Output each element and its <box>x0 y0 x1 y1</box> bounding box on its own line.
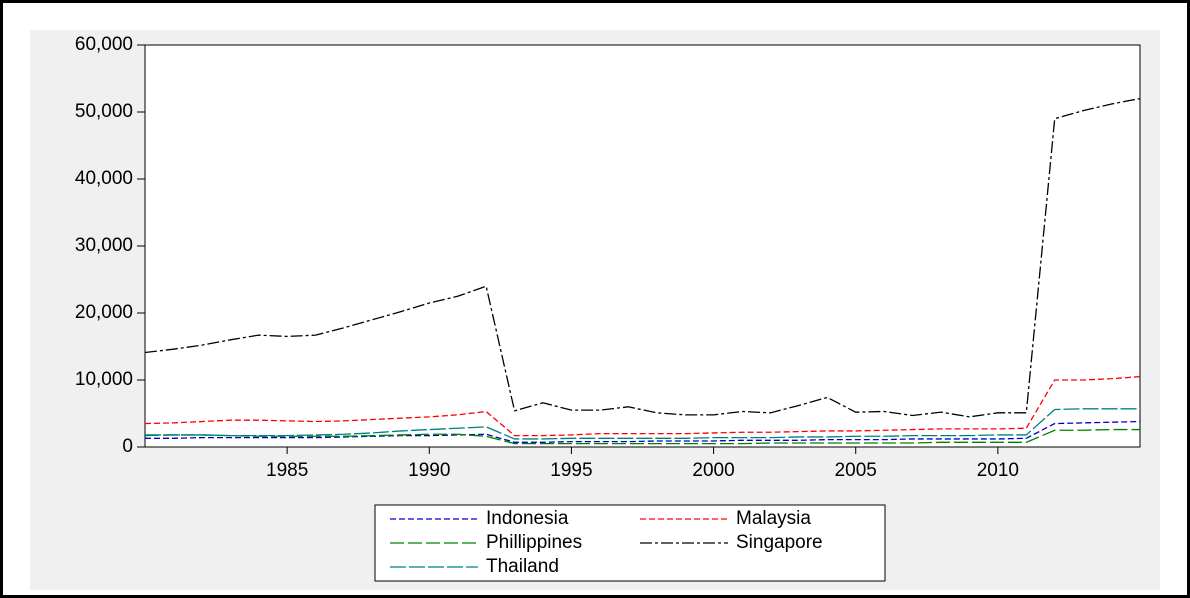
legend <box>374 504 886 582</box>
legend-label: Indonesia <box>486 508 569 529</box>
legend-label: Singapore <box>736 532 823 553</box>
legend-label: Phillippines <box>486 532 582 553</box>
series-line <box>144 428 1140 445</box>
series-line <box>144 97 1141 418</box>
x-tick-label: 1985 <box>266 460 308 481</box>
y-tick-label: 20,000 <box>75 302 133 323</box>
plot-area <box>144 44 1141 448</box>
y-tick-label: 50,000 <box>75 101 133 122</box>
y-tick-label: 10,000 <box>75 369 133 390</box>
y-tick-label: 40,000 <box>75 168 133 189</box>
y-tick-label: 60,000 <box>75 34 133 55</box>
legend-label: Malaysia <box>736 508 811 529</box>
series-line <box>144 376 1141 437</box>
y-tick-label: 30,000 <box>75 235 133 256</box>
x-tick-label: 2000 <box>692 460 734 481</box>
x-tick-label: 1995 <box>550 460 592 481</box>
x-tick-label: 1990 <box>408 460 450 481</box>
legend-label: Thailand <box>486 556 559 577</box>
y-tick-label: 0 <box>122 436 133 457</box>
series-line <box>145 408 1140 440</box>
series-line <box>145 420 1141 443</box>
x-tick-label: 2005 <box>835 460 877 481</box>
x-tick-label: 2010 <box>977 460 1019 481</box>
